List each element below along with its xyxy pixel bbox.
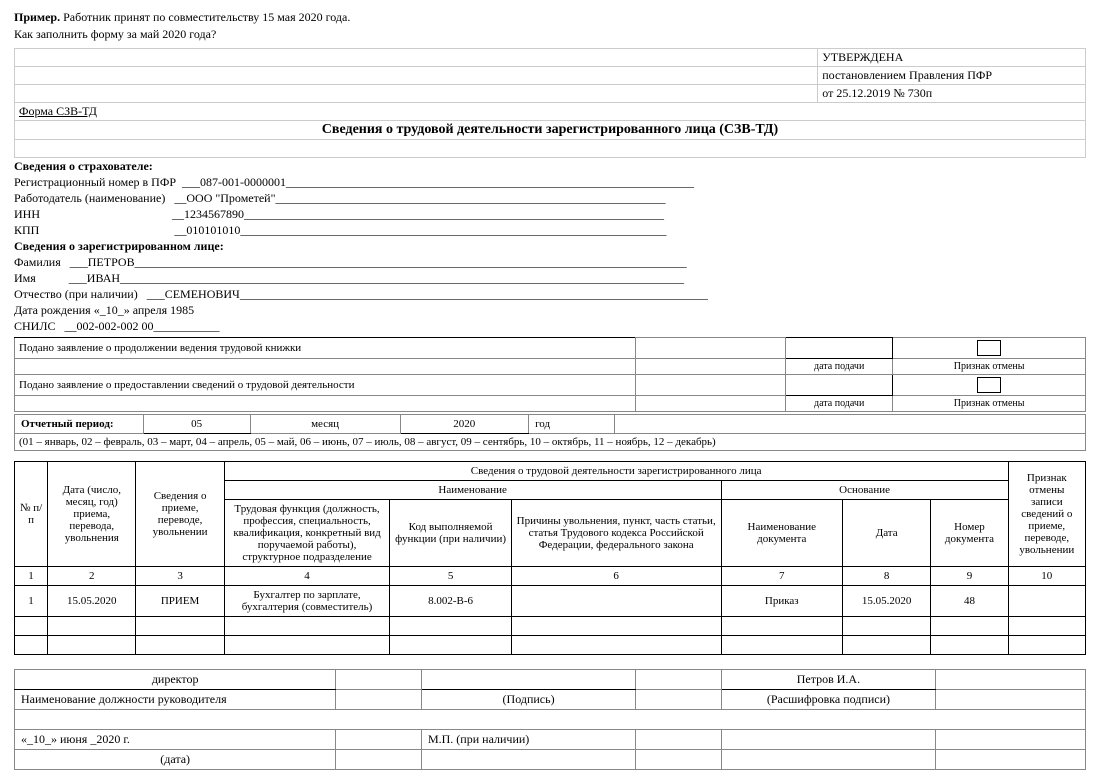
sig-date-line: «_10_» июня _2020 г.: [15, 730, 336, 750]
basis-group: Основание: [721, 481, 1008, 500]
cell-date: 15.05.2020: [48, 586, 136, 617]
cell-docdate: 15.05.2020: [843, 586, 931, 617]
example-text1: Работник принят по совместительству 15 м…: [63, 10, 350, 24]
name-label: Имя: [14, 271, 36, 285]
employer-value: ООО "Прометей": [186, 191, 275, 205]
approval-line2: постановлением Правления ПФР: [818, 67, 1086, 85]
cancel-label-2: Признак отмены: [893, 396, 1086, 412]
reg-label: Регистрационный номер в ПФР: [14, 175, 176, 189]
col-6: Причины увольнения, пункт, часть статьи,…: [511, 500, 721, 567]
months-list: (01 – январь, 02 – февраль, 03 – март, 0…: [15, 434, 1086, 451]
filing-line2: Подано заявление о предоставлении сведен…: [15, 375, 636, 396]
snils-value: 002-002-002 00: [76, 319, 153, 333]
surname-value: ПЕТРОВ: [88, 255, 135, 269]
main-title: Сведения о трудовой деятельности зарегис…: [224, 462, 1008, 481]
name-row: Имя ___ИВАН_____________________________…: [14, 271, 1086, 286]
period-table: Отчетный период: 05 месяц 2020 год (01 –…: [14, 414, 1086, 451]
col-4: Трудовая функция (должность, профессия, …: [224, 500, 390, 567]
col-7: Наименование документа: [721, 500, 842, 567]
kpp-label: КПП: [14, 223, 39, 237]
sig-date-label: (дата): [15, 750, 336, 770]
col-10: Признак отмены записи сведений о приеме,…: [1008, 462, 1085, 567]
num-row: 1 2 3 4 5 6 7 8 9 10: [15, 567, 1086, 586]
col-9: Номер документа: [931, 500, 1008, 567]
sig-sign-label: (Подпись): [421, 690, 635, 710]
period-month-label: месяц: [250, 415, 400, 434]
kpp-row: КПП __010101010_________________________…: [14, 223, 1086, 238]
date-label-1: дата подачи: [786, 359, 893, 375]
form-code: Форма СЗВ-ТД: [19, 104, 97, 118]
reg-row: Регистрационный номер в ПФР ___087-001-0…: [14, 175, 1086, 190]
cell-func: Бухгалтер по зарплате, бухгалтерия (совм…: [224, 586, 390, 617]
col-3: Сведения о приеме, переводе, увольнении: [136, 462, 224, 567]
patronymic-value: СЕМЕНОВИЧ: [165, 287, 240, 301]
snils-row: СНИЛС __002-002-002 00___________: [14, 319, 1086, 334]
name-value: ИВАН: [87, 271, 120, 285]
cancel-box-1: [977, 340, 1001, 356]
example-line1: Пример. Работник принят по совместительс…: [14, 10, 1086, 25]
col-2: Дата (число, месяц, год) приема, перевод…: [48, 462, 136, 567]
person-header: Сведения о зарегистрированном лице:: [14, 239, 1086, 254]
example-label: Пример.: [14, 10, 60, 24]
approval-grid: УТВЕРЖДЕНА постановлением Правления ПФР …: [14, 48, 1086, 158]
cancel-label-1: Признак отмены: [893, 359, 1086, 375]
patronymic-row: Отчество (при наличии) ___СЕМЕНОВИЧ_____…: [14, 287, 1086, 302]
kpp-value: 010101010: [186, 223, 240, 237]
dob-row: Дата рождения «_10_» апреля 1985: [14, 303, 1086, 318]
approval-line1: УТВЕРЖДЕНА: [818, 49, 1086, 67]
signature-table: директор Петров И.А. Наименование должно…: [14, 669, 1086, 770]
col-1: № п/п: [15, 462, 48, 567]
empty-row-2: [15, 636, 1086, 655]
employer-row: Работодатель (наименование) __ООО "Проме…: [14, 191, 1086, 206]
name-group: Наименование: [224, 481, 721, 500]
reg-value: 087-001-0000001: [200, 175, 286, 189]
sig-name: Петров И.А.: [721, 670, 935, 690]
example-line2: Как заполнить форму за май 2020 года?: [14, 27, 1086, 42]
sig-stamp: М.П. (при наличии): [421, 730, 635, 750]
period-month-value: 05: [143, 415, 250, 434]
cell-action: ПРИЕМ: [136, 586, 224, 617]
sig-position: директор: [15, 670, 336, 690]
patronymic-label: Отчество (при наличии): [14, 287, 138, 301]
col-8: Дата: [843, 500, 931, 567]
period-year-value: 2020: [400, 415, 529, 434]
data-row: 1 15.05.2020 ПРИЕМ Бухгалтер по зарплате…: [15, 586, 1086, 617]
sig-position-label: Наименование должности руководителя: [15, 690, 336, 710]
empty-row-1: [15, 617, 1086, 636]
inn-value: 1234567890: [184, 207, 244, 221]
approval-line3: от 25.12.2019 № 730п: [818, 85, 1086, 103]
sig-name-label: (Расшифровка подписи): [721, 690, 935, 710]
cell-cancel: [1008, 586, 1085, 617]
inn-label: ИНН: [14, 207, 40, 221]
filing-line1: Подано заявление о продолжении ведения т…: [15, 338, 636, 359]
cell-code: 8.002-B-6: [390, 586, 511, 617]
period-year-label: год: [529, 415, 615, 434]
main-table: № п/п Дата (число, месяц, год) приема, п…: [14, 461, 1086, 655]
employer-label: Работодатель (наименование): [14, 191, 165, 205]
period-label: Отчетный период:: [15, 415, 144, 434]
col-5: Код выполняемой функции (при наличии): [390, 500, 511, 567]
insurer-header: Сведения о страхователе:: [14, 159, 1086, 174]
surname-label: Фамилия: [14, 255, 61, 269]
cell-doc: Приказ: [721, 586, 842, 617]
surname-row: Фамилия ___ПЕТРОВ_______________________…: [14, 255, 1086, 270]
cell-reason: [511, 586, 721, 617]
snils-label: СНИЛС: [14, 319, 55, 333]
cell-n: 1: [15, 586, 48, 617]
cell-docnum: 48: [931, 586, 1008, 617]
form-title: Сведения о трудовой деятельности зарегис…: [15, 121, 1086, 140]
date-label-2: дата подачи: [786, 396, 893, 412]
cancel-box-2: [977, 377, 1001, 393]
filing-table: Подано заявление о продолжении ведения т…: [14, 337, 1086, 412]
inn-row: ИНН __1234567890________________________…: [14, 207, 1086, 222]
